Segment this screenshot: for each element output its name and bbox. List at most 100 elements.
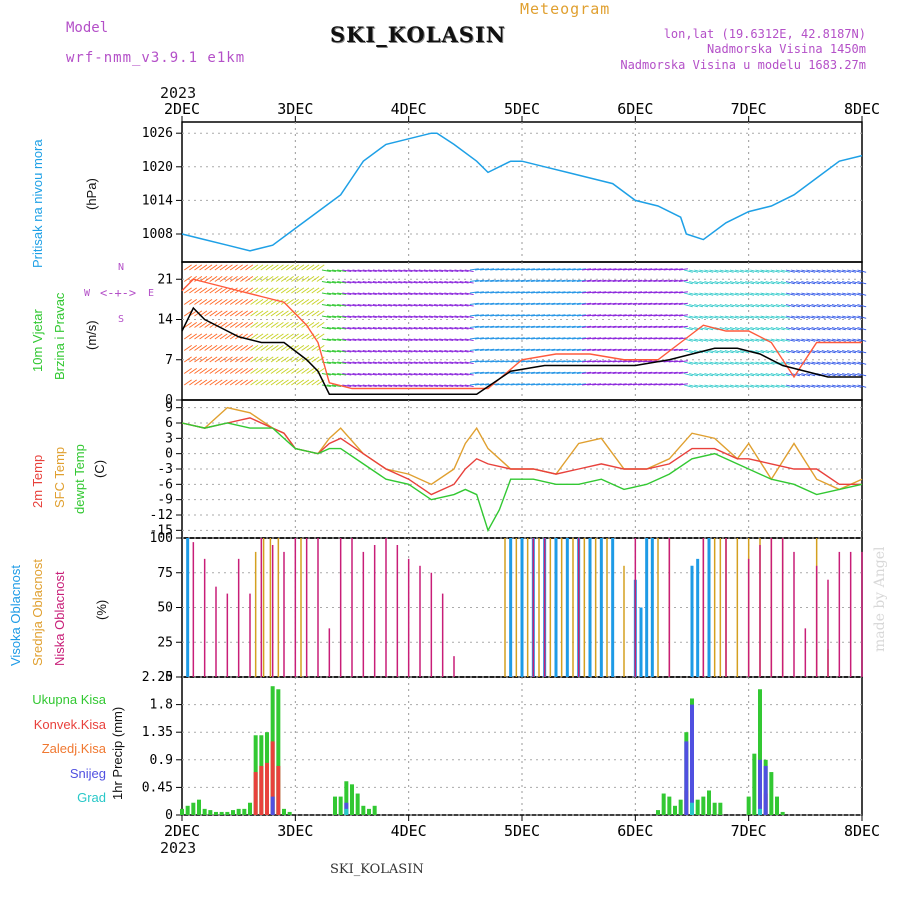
wind-barb xyxy=(561,325,571,328)
wind-barb xyxy=(485,325,495,328)
wind-barb xyxy=(566,314,576,317)
wind-barb xyxy=(673,348,683,351)
wind-barb xyxy=(719,292,729,296)
wind-barb xyxy=(219,344,228,351)
wind-barb xyxy=(209,275,218,282)
wind-barb xyxy=(704,373,714,377)
wind-barb xyxy=(719,269,729,273)
wind-barb xyxy=(842,315,851,319)
wind-barb xyxy=(224,379,233,386)
wind-barb xyxy=(857,315,867,319)
wind-barb xyxy=(729,281,739,285)
wind-barb xyxy=(505,325,515,328)
wind-barb xyxy=(342,373,352,376)
wind-barb xyxy=(546,268,556,271)
wind-barb xyxy=(480,360,490,363)
wind-barb xyxy=(683,373,693,377)
wind-barb xyxy=(286,287,294,294)
wind-barb xyxy=(734,269,744,273)
wind-barb xyxy=(791,327,800,331)
wind-barb xyxy=(393,281,403,284)
wind-barb xyxy=(510,383,520,386)
wind-barb xyxy=(515,268,525,271)
wind-barb xyxy=(418,292,428,296)
wind-barb xyxy=(495,268,505,271)
wind-barb xyxy=(347,361,357,365)
wind-barb xyxy=(474,371,484,374)
wind-barb xyxy=(428,315,439,319)
wind-barb xyxy=(592,383,602,386)
wind-barb xyxy=(852,373,862,377)
wind-barb xyxy=(612,302,622,305)
precip-convective-bar xyxy=(276,765,281,815)
wind-barb xyxy=(270,321,279,328)
wind-barb xyxy=(372,384,382,388)
wind-barb xyxy=(694,373,704,377)
wind-barb xyxy=(449,315,459,319)
wind-barb xyxy=(515,371,525,374)
wind-barb xyxy=(224,333,233,340)
wind-barb xyxy=(683,292,693,296)
wind-barb xyxy=(357,350,367,353)
wind-barb xyxy=(791,281,800,285)
wind-barb xyxy=(398,281,408,284)
wind-barb xyxy=(495,314,505,317)
wind-barb xyxy=(699,361,709,365)
wind-barb xyxy=(321,384,331,388)
wind-barb xyxy=(291,367,299,374)
wind-barb xyxy=(785,304,795,308)
wind-barb xyxy=(316,310,325,317)
wind-barb xyxy=(408,292,418,296)
wind-barb xyxy=(531,302,541,305)
precip-total-bar xyxy=(344,781,349,815)
y-tick-label-cloud: 25 xyxy=(157,635,173,650)
wind-barb xyxy=(816,384,826,388)
wind-barb xyxy=(474,268,484,271)
wind-barb xyxy=(184,379,192,386)
wind-barb xyxy=(643,360,653,363)
wind-barb xyxy=(633,371,643,374)
precip-total-bar xyxy=(712,802,717,815)
wind-barb xyxy=(372,361,382,365)
wind-barb xyxy=(689,304,698,308)
wind-barb xyxy=(490,360,500,363)
wind-barb xyxy=(847,281,857,285)
wind-barb xyxy=(612,383,622,386)
wind-barb xyxy=(454,338,464,342)
wind-barb xyxy=(770,373,780,377)
wind-barb xyxy=(454,384,464,388)
wind-barb xyxy=(638,325,648,328)
wind-barb xyxy=(836,304,846,308)
precip-total-bar xyxy=(225,811,230,815)
wind-barb xyxy=(485,291,495,294)
wind-barb xyxy=(561,360,571,363)
wind-barb xyxy=(326,338,337,342)
precip-graupel-bar xyxy=(344,808,349,815)
wind-barb xyxy=(214,321,223,328)
wind-barb xyxy=(423,269,433,273)
wind-barb xyxy=(194,264,203,271)
wind-barb xyxy=(240,344,248,351)
wind-barb xyxy=(811,292,821,296)
wind-barb xyxy=(250,356,259,363)
wind-barb xyxy=(571,268,581,271)
wind-barb xyxy=(826,327,836,331)
wind-barb xyxy=(796,304,806,308)
wind-barb xyxy=(607,268,617,271)
wind-barb xyxy=(189,287,197,294)
wind-barb xyxy=(689,292,698,296)
wind-barb xyxy=(536,325,546,328)
wind-barb xyxy=(536,291,546,294)
wind-barb xyxy=(541,279,551,282)
wind-barb xyxy=(551,314,561,317)
wind-barb xyxy=(536,268,546,271)
wind-barb xyxy=(459,327,469,330)
wind-barb xyxy=(648,291,658,294)
wind-barb xyxy=(546,302,556,305)
wind-barb xyxy=(724,315,734,319)
wind-barb xyxy=(709,292,719,296)
wind-barb xyxy=(587,291,597,294)
wind-barb xyxy=(490,302,500,305)
wind-barb xyxy=(566,348,576,351)
wind-barb xyxy=(434,361,444,365)
